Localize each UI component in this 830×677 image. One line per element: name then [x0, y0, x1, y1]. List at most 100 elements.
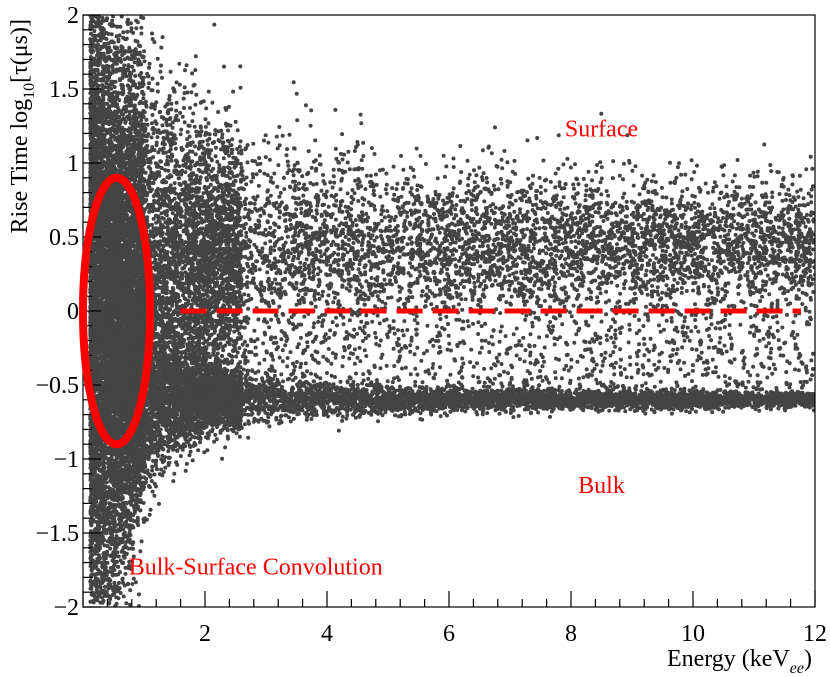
data-point [345, 191, 350, 196]
data-point [510, 217, 515, 222]
data-point [745, 270, 750, 274]
data-point [693, 275, 698, 280]
data-point [652, 277, 657, 282]
data-point [483, 338, 488, 343]
data-point [765, 375, 770, 380]
data-point [553, 185, 558, 190]
data-point [683, 172, 688, 177]
data-point [800, 283, 805, 288]
data-point [324, 189, 329, 194]
data-point [414, 146, 419, 151]
data-point [438, 317, 443, 321]
data-point [547, 327, 552, 332]
data-point [392, 331, 397, 336]
data-point [446, 322, 450, 326]
data-point [783, 340, 788, 345]
data-point [191, 111, 196, 116]
data-point [431, 343, 436, 348]
data-point [187, 134, 192, 139]
data-point [604, 289, 609, 294]
data-point [257, 156, 262, 160]
data-point [149, 135, 154, 140]
data-point [347, 288, 352, 293]
data-point [166, 461, 171, 466]
data-point [340, 157, 345, 162]
data-point [393, 413, 397, 418]
data-point [244, 230, 249, 235]
data-point [378, 338, 383, 343]
data-point [209, 169, 214, 174]
data-point [388, 219, 392, 223]
data-point [576, 182, 581, 187]
data-point [492, 376, 497, 381]
data-point [764, 180, 769, 185]
data-point [489, 366, 494, 371]
data-point [160, 123, 165, 128]
data-point [748, 330, 752, 335]
data-point [578, 220, 583, 225]
data-point [757, 338, 762, 343]
data-point [563, 257, 567, 262]
data-point [496, 187, 501, 192]
data-point [611, 340, 616, 345]
data-point [522, 359, 527, 364]
data-point [535, 206, 540, 211]
data-point [272, 248, 277, 253]
data-point [738, 322, 743, 327]
data-point [618, 357, 623, 362]
data-point [720, 287, 725, 292]
data-point [732, 219, 737, 224]
data-point [722, 325, 727, 330]
data-point [187, 453, 192, 458]
data-point [109, 32, 114, 37]
data-point [643, 411, 648, 416]
data-point [682, 319, 687, 324]
data-point [606, 193, 611, 198]
data-point [226, 104, 231, 109]
data-point [271, 357, 276, 362]
data-point [571, 233, 576, 238]
data-point [721, 409, 726, 414]
data-point [660, 195, 665, 200]
data-point [444, 164, 449, 169]
data-point [780, 226, 785, 231]
data-point [413, 379, 418, 384]
data-point [374, 335, 378, 340]
data-point [598, 180, 603, 185]
data-point [181, 293, 185, 298]
data-point [130, 64, 135, 69]
data-point [481, 287, 486, 292]
data-point [566, 269, 570, 274]
data-point [613, 336, 618, 341]
data-point [155, 135, 160, 140]
data-point [399, 346, 404, 351]
data-point [621, 177, 625, 182]
data-point [499, 157, 504, 162]
data-point [626, 340, 631, 345]
data-point [198, 440, 202, 445]
data-point [459, 368, 463, 373]
data-point [294, 360, 299, 364]
data-point [123, 565, 128, 570]
data-point [296, 187, 301, 191]
data-point [374, 172, 378, 177]
data-point [482, 366, 487, 371]
data-point [764, 344, 769, 349]
data-point [652, 362, 657, 367]
data-point [283, 277, 287, 282]
data-point [796, 287, 801, 292]
data-point [478, 244, 482, 249]
data-point [429, 302, 434, 307]
data-point [274, 134, 279, 139]
data-point [241, 367, 246, 372]
data-point [291, 327, 296, 332]
data-point [696, 329, 701, 334]
data-point [278, 210, 282, 215]
data-point [242, 422, 247, 427]
data-point [686, 372, 691, 376]
data-point [447, 192, 452, 197]
data-point [244, 196, 248, 201]
data-point [784, 197, 788, 202]
data-point [285, 356, 290, 360]
